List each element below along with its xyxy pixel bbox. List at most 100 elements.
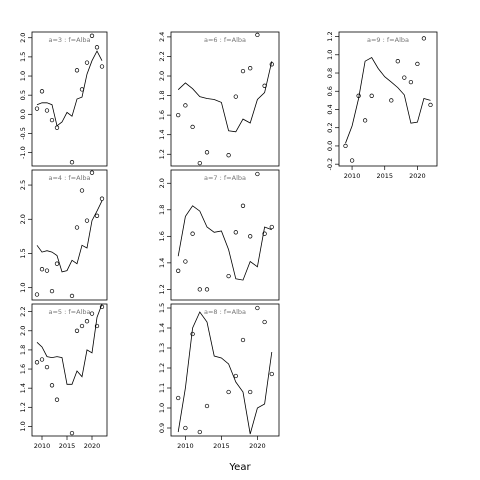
panel: a=4 : f=Alba 1.0 1.5 2.0 2.5: [19, 169, 108, 301]
data-point: [39, 357, 45, 362]
data-point: [395, 59, 400, 64]
data-point: [240, 337, 246, 343]
data-point: [415, 61, 420, 67]
x-tick-label: 2010: [34, 442, 51, 450]
data-point: [99, 64, 105, 69]
data-point: [362, 118, 368, 123]
y-tick-label: 1.4: [158, 130, 166, 140]
y-tick-label: 1.2: [158, 284, 166, 294]
data-point: [233, 230, 238, 235]
data-point: [69, 160, 75, 165]
panel: a=9 : f=Alba -0.2 0.0 0.2 0.4 0.6 0.8 1.0 1.2 201…: [326, 31, 438, 180]
y-tick-label: 1.2: [158, 149, 166, 159]
data-point: [49, 288, 55, 294]
panel-title: a=5 : f=Alba: [49, 308, 91, 316]
y-tick-label: -1.0: [19, 146, 27, 159]
data-point: [233, 373, 238, 379]
data-point: [39, 89, 45, 94]
panel-title: a=7 : f=Alba: [204, 174, 246, 182]
data-point: [69, 293, 75, 299]
data-point: [99, 196, 105, 201]
x-tick-label: 2020: [409, 172, 426, 180]
data-point: [240, 68, 246, 74]
y-tick-label: 0.9: [158, 423, 166, 433]
y-tick-label: 1.0: [19, 71, 27, 81]
y-tick-label: 1.8: [158, 205, 166, 215]
y-tick-label: 0.2: [326, 123, 334, 133]
data-point: [54, 261, 60, 266]
y-tick-label: 1.6: [158, 231, 166, 241]
data-point: [183, 259, 188, 264]
x-tick-label: 2015: [376, 172, 393, 180]
y-tick-label: 1.0: [326, 50, 334, 60]
data-point: [269, 62, 274, 67]
data-point: [89, 33, 95, 38]
x-tick-label: 2010: [177, 442, 194, 450]
data-point: [190, 124, 195, 130]
panel-title: a=9 : f=Alba: [367, 36, 409, 44]
y-tick-label: 1.4: [19, 383, 27, 393]
data-point: [204, 403, 210, 409]
panel-frame: [170, 31, 280, 167]
panel: a=7 : f=Alba 1.2 1.4 1.6 1.8 2.0: [158, 169, 280, 301]
data-point: [176, 268, 181, 273]
data-point: [240, 203, 246, 208]
y-tick-label: 2.5: [19, 180, 27, 190]
data-point: [183, 425, 188, 431]
y-tick-label: 2.0: [158, 71, 166, 81]
y-tick-label: 1.0: [158, 403, 166, 413]
data-point: [226, 273, 231, 279]
data-point: [74, 68, 80, 73]
y-tick-label: 2.0: [19, 33, 27, 43]
y-tick-label: 1.5: [19, 248, 27, 258]
data-point: [190, 231, 195, 236]
data-point: [79, 323, 85, 329]
y-tick-label: 1.6: [19, 364, 27, 374]
data-point: [176, 395, 181, 401]
data-point: [262, 231, 267, 236]
panel-frame: [170, 303, 280, 437]
y-tick-label: 1.0: [19, 421, 27, 431]
data-point: [197, 287, 202, 292]
y-tick-label: 2.2: [158, 51, 166, 61]
x-tick-label: 2015: [213, 442, 230, 450]
data-point: [44, 108, 50, 113]
data-point: [79, 87, 85, 92]
x-tick-label: 2020: [84, 442, 101, 450]
data-point: [54, 125, 60, 130]
data-point: [197, 160, 202, 166]
y-tick-label: 2.0: [19, 214, 27, 224]
x-tick-label: 2015: [59, 442, 76, 450]
y-tick-label: 1.2: [326, 31, 334, 41]
y-tick-label: 2.4: [158, 32, 166, 42]
fitted-trend-line: [177, 61, 273, 133]
y-tick-label: 1.8: [158, 90, 166, 100]
data-point: [408, 79, 414, 85]
x-tick-label: 2010: [344, 172, 361, 180]
x-axis-label: Year: [228, 462, 251, 473]
y-tick-label: 1.3: [158, 343, 166, 353]
y-tick-label: 2.0: [19, 326, 27, 336]
y-tick-label: 1.4: [158, 323, 166, 333]
data-point: [44, 268, 50, 273]
y-tick-label: 1.0: [19, 283, 27, 293]
data-point: [402, 75, 407, 80]
data-point: [190, 331, 195, 337]
data-point: [255, 32, 260, 38]
data-point: [84, 218, 90, 223]
data-point: [226, 389, 231, 395]
y-tick-label: 1.2: [158, 363, 166, 373]
data-point: [204, 287, 210, 292]
y-tick-label: 0.6: [326, 86, 334, 96]
panel: a=6 : f=Alba 1.2 1.4 1.6 1.8 2.0 2.2 2.4: [158, 31, 280, 167]
panel-frame: [31, 303, 108, 437]
y-tick-label: 0.0: [326, 141, 334, 151]
data-point: [79, 188, 85, 193]
data-point: [269, 371, 274, 377]
data-point: [49, 117, 55, 123]
data-point: [183, 103, 188, 108]
panel-title: a=3 : f=Alba: [49, 36, 91, 44]
fitted-trend-line: [36, 200, 103, 273]
panel: a=8 : f=Alba 0.9 1.0 1.1 1.2 1.3 1.4 1.5 2010 201…: [158, 303, 280, 450]
